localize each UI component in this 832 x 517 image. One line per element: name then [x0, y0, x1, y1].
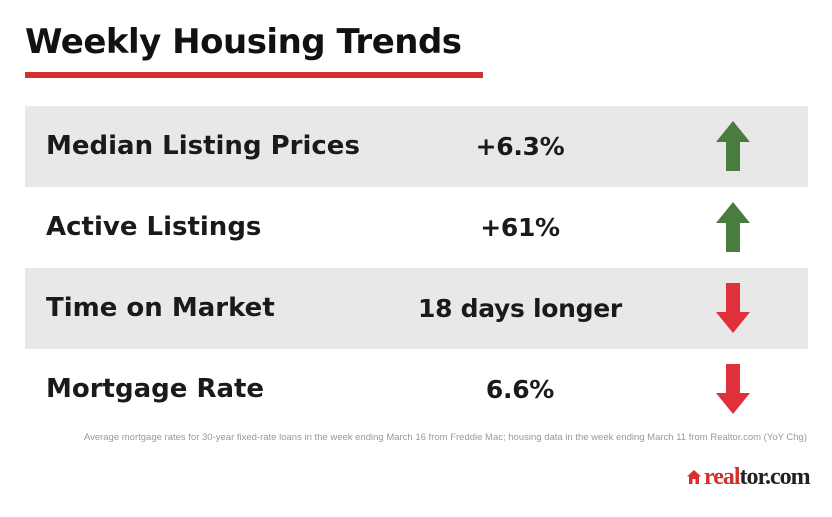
- house-icon: [687, 470, 701, 484]
- trend-row-time-on-market: Time on Market 18 days longer: [25, 268, 808, 349]
- trends-table: Median Listing Prices +6.3% Active Listi…: [25, 106, 808, 430]
- arrow-up-icon: [715, 121, 751, 171]
- title-underline: [25, 72, 483, 78]
- arrow-up-icon: [715, 202, 751, 252]
- source-footnote: Average mortgage rates for 30-year fixed…: [83, 432, 807, 443]
- realtor-logo: realtor.com: [686, 464, 811, 490]
- trend-row-label: Active Listings: [46, 212, 262, 242]
- logo-wordmark-part1: real: [704, 464, 741, 490]
- page-title: Weekly Housing Trends: [25, 22, 462, 62]
- trend-row-label: Median Listing Prices: [46, 131, 360, 161]
- trend-row-value: +61%: [480, 213, 560, 242]
- arrow-down-icon: [715, 364, 751, 414]
- trend-row-active-listings: Active Listings +61%: [25, 187, 808, 268]
- trend-row-label: Mortgage Rate: [46, 374, 265, 404]
- logo-wordmark: realtor.com: [704, 464, 811, 490]
- trend-row-median-listing-prices: Median Listing Prices +6.3%: [25, 106, 808, 187]
- logo-wordmark-part2: tor.com: [739, 464, 811, 490]
- trend-row-value: +6.3%: [475, 132, 565, 161]
- trend-row-mortgage-rate: Mortgage Rate 6.6%: [25, 349, 808, 430]
- trend-row-label: Time on Market: [46, 293, 275, 323]
- trend-row-value: 18 days longer: [418, 294, 622, 323]
- trend-row-value: 6.6%: [485, 375, 555, 404]
- arrow-down-icon: [715, 283, 751, 333]
